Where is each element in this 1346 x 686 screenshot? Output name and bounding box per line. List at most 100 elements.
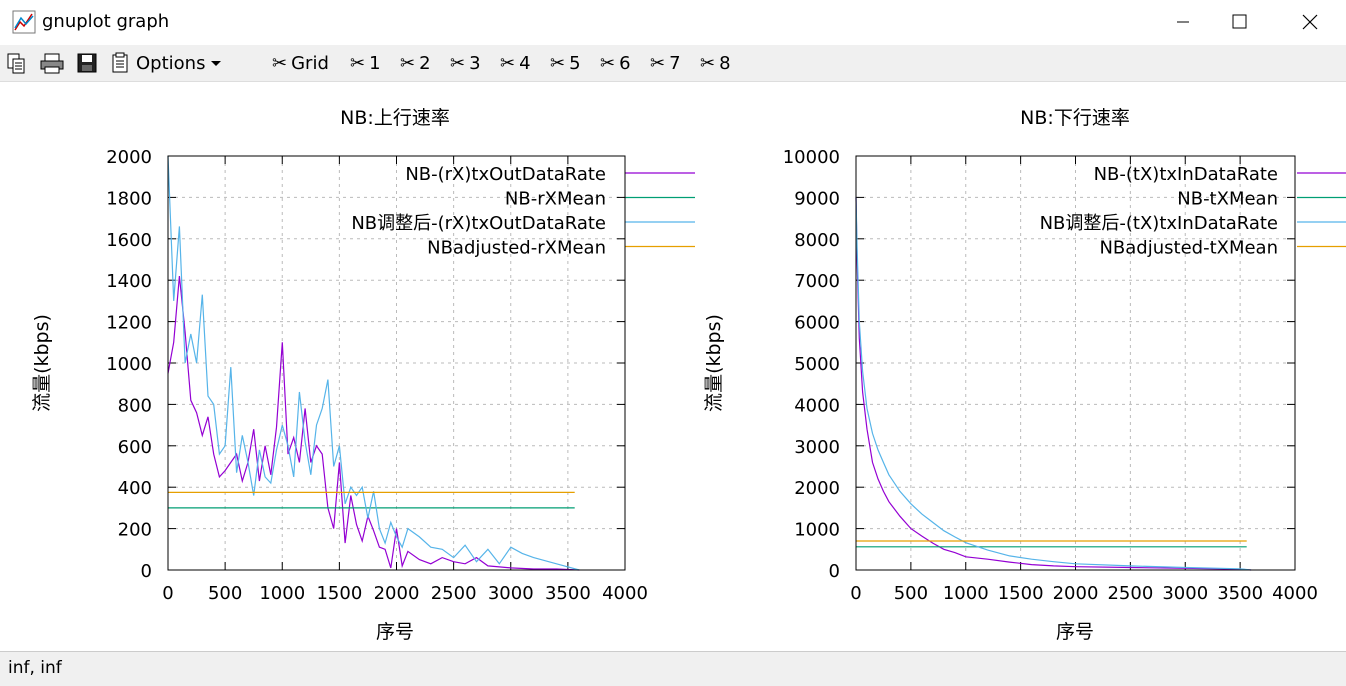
series-toggle-label: 1 xyxy=(369,52,381,74)
legend-entry-label: NBadjusted-rXMean xyxy=(427,238,606,259)
legend-entry-label: NB-(tX)txInDataRate xyxy=(1094,164,1278,185)
legend-entry-label: NBadjusted-tXMean xyxy=(1099,238,1278,259)
scissors-icon: ✂ xyxy=(500,52,516,74)
y-tick-label: 6000 xyxy=(794,313,840,334)
y-tick-label: 1600 xyxy=(106,230,152,251)
y-tick-label: 7000 xyxy=(794,271,840,292)
x-tick-label: 1500 xyxy=(998,583,1044,604)
y-tick-label: 1400 xyxy=(106,271,152,292)
toggle-series-1-button[interactable]: ✂ 1 xyxy=(350,51,381,75)
x-tick-label: 0 xyxy=(850,583,861,604)
y-tick-label: 600 xyxy=(118,437,152,458)
x-axis-label: 序号 xyxy=(1056,621,1094,643)
mouse-coordinates-readout: inf, inf xyxy=(8,658,62,678)
y-tick-label: 10000 xyxy=(783,147,840,168)
x-tick-label: 1000 xyxy=(943,583,989,604)
x-tick-label: 2000 xyxy=(374,583,420,604)
toggle-series-5-button[interactable]: ✂ 5 xyxy=(550,51,581,75)
options-icon xyxy=(112,52,128,73)
y-tick-label: 9000 xyxy=(794,188,840,209)
y-tick-label: 1200 xyxy=(106,313,152,334)
window-title: gnuplot graph xyxy=(42,11,170,32)
chevron-down-icon xyxy=(211,61,222,66)
series-line-1 xyxy=(167,276,580,571)
x-axis-label: 序号 xyxy=(376,621,414,643)
series-toggle-label: 6 xyxy=(619,52,631,74)
series-toggle-label: 4 xyxy=(519,52,531,74)
y-axis-label: 流量(kbps) xyxy=(703,314,725,412)
series-toggle-label: 3 xyxy=(469,52,481,74)
toggle-series-6-button[interactable]: ✂ 6 xyxy=(600,51,631,75)
y-tick-label: 3000 xyxy=(794,437,840,458)
x-tick-label: 3500 xyxy=(545,583,591,604)
x-tick-label: 4000 xyxy=(602,583,648,604)
scissors-icon: ✂ xyxy=(550,52,566,74)
toggle-series-8-button[interactable]: ✂ 8 xyxy=(700,51,731,75)
options-label: Options xyxy=(136,52,206,74)
series-line-3 xyxy=(167,155,580,571)
toggle-series-7-button[interactable]: ✂ 7 xyxy=(650,51,681,75)
toggle-series-4-button[interactable]: ✂ 4 xyxy=(500,51,531,75)
x-tick-label: 2500 xyxy=(431,583,477,604)
series-line-1 xyxy=(855,197,1252,571)
x-tick-label: 2500 xyxy=(1107,583,1153,604)
scissors-icon: ✂ xyxy=(650,52,666,74)
close-button[interactable] xyxy=(1286,0,1332,44)
series-toggle-label: 5 xyxy=(569,52,581,74)
scissors-icon: ✂ xyxy=(700,52,716,74)
x-tick-label: 1000 xyxy=(259,583,305,604)
scissors-icon: ✂ xyxy=(350,52,366,74)
x-tick-label: 500 xyxy=(208,583,242,604)
y-tick-label: 1000 xyxy=(106,354,152,375)
x-tick-label: 3000 xyxy=(1162,583,1208,604)
title-bar: gnuplot graph xyxy=(0,0,1346,44)
y-tick-label: 0 xyxy=(829,561,840,582)
status-bar: inf, inf xyxy=(0,651,1346,686)
charts-svg: 0 200 400 600 800 1000 1200 1400 1600 1800 2000 0 50… xyxy=(31,107,1346,643)
plot-canvas[interactable]: 0 200 400 600 800 1000 1200 1400 1600 1800 2000 0 50… xyxy=(0,82,1346,650)
x-tick-label: 1500 xyxy=(316,583,362,604)
y-tick-label: 1800 xyxy=(106,188,152,209)
toggle-series-3-button[interactable]: ✂ 3 xyxy=(450,51,481,75)
print-icon[interactable] xyxy=(39,51,65,75)
y-axis-label: 流量(kbps) xyxy=(31,314,53,412)
toggle-series-2-button[interactable]: ✂ 2 xyxy=(400,51,431,75)
series-line-3 xyxy=(855,197,1252,571)
x-tick-label: 4000 xyxy=(1272,583,1318,604)
y-tick-label: 2000 xyxy=(794,478,840,499)
maximize-button[interactable] xyxy=(1216,0,1262,44)
series-toggle-label: 2 xyxy=(419,52,431,74)
toolbar: Options ✂ Grid ✂ 1 ✂ 2 ✂ 3 ✂ 4 ✂ 5 ✂ 6 ✂ 7 ✂ 8 xyxy=(0,45,1346,82)
options-menu-button[interactable]: Options xyxy=(110,51,223,75)
y-tick-label: 400 xyxy=(118,478,152,499)
series-toggle-label: 8 xyxy=(719,52,731,74)
scissors-icon: ✂ xyxy=(400,52,416,74)
y-tick-label: 2000 xyxy=(106,147,152,168)
legend-entry-label: NB-(rX)txOutDataRate xyxy=(405,164,606,185)
y-tick-label: 1000 xyxy=(794,520,840,541)
scissors-icon: ✂ xyxy=(600,52,616,74)
y-tick-label: 8000 xyxy=(794,230,840,251)
scissors-icon: ✂ xyxy=(272,52,288,74)
x-tick-label: 0 xyxy=(162,583,173,604)
legend-entry-label: NB调整后-(rX)txOutDataRate xyxy=(351,213,606,234)
x-tick-label: 3500 xyxy=(1217,583,1263,604)
legend-entry-label: NB调整后-(tX)txInDataRate xyxy=(1040,213,1278,234)
chart-title: NB:下行速率 xyxy=(1020,107,1130,129)
copy-icon[interactable] xyxy=(5,51,27,75)
plot-frame xyxy=(855,155,1296,571)
scissors-icon: ✂ xyxy=(450,52,466,74)
save-icon[interactable] xyxy=(76,51,98,75)
legend-entry-label: NB-tXMean xyxy=(1177,189,1278,210)
gnuplot-app-icon xyxy=(12,10,36,34)
grid-toggle-button[interactable]: ✂ Grid xyxy=(272,51,329,75)
plot-frame xyxy=(167,155,626,571)
y-tick-label: 800 xyxy=(118,395,152,416)
x-tick-label: 500 xyxy=(894,583,928,604)
y-tick-label: 5000 xyxy=(794,354,840,375)
y-tick-label: 200 xyxy=(118,520,152,541)
x-tick-label: 2000 xyxy=(1053,583,1099,604)
chart-title: NB:上行速率 xyxy=(340,107,450,129)
y-tick-label: 4000 xyxy=(794,395,840,416)
minimize-button[interactable] xyxy=(1160,0,1206,44)
